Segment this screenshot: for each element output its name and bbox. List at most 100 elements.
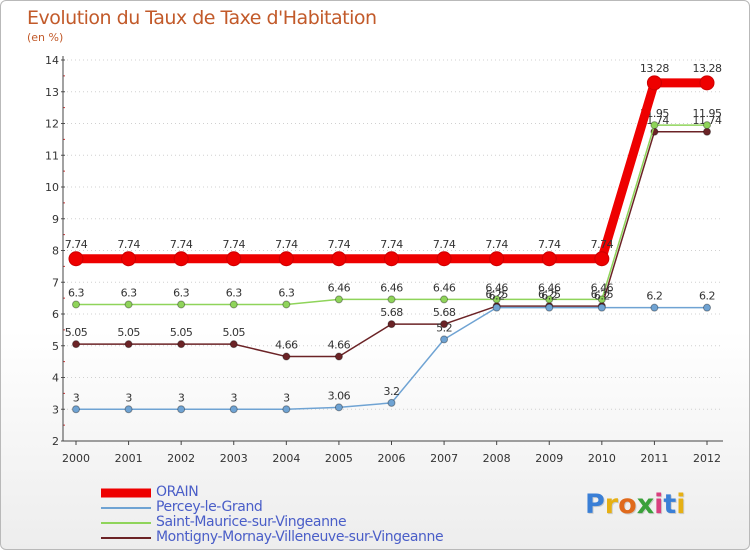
data-point-percey-le-grand	[387, 398, 396, 407]
data-label-montigny-mornay-villeneuve-sur-vingeanne: 5.05	[65, 326, 88, 339]
y-tick-label: 4	[52, 372, 59, 385]
y-tick-label: 13	[45, 86, 59, 99]
x-tick-label: 2010	[588, 452, 616, 465]
data-label-percey-le-grand: 3	[73, 391, 80, 404]
data-label-percey-le-grand: 3	[231, 391, 238, 404]
data-label-percey-le-grand: 3	[178, 391, 185, 404]
data-label-orain: 7.74	[117, 238, 140, 251]
logo-letter: i	[676, 489, 686, 520]
data-label-saint-maurice-sur-vingeanne: 6.46	[538, 281, 561, 294]
data-point-orain	[226, 251, 242, 267]
data-point-saint-maurice-sur-vingeanne	[545, 295, 554, 304]
y-tick-label: 12	[45, 118, 59, 131]
data-point-percey-le-grand	[72, 405, 80, 414]
proxiti-logo: Proxiti	[585, 489, 686, 520]
data-point-montigny-mornay-villeneuve-sur-vingeanne	[334, 352, 343, 361]
legend-label: Montigny-Mornay-Villeneuve-sur-Vingeanne	[156, 529, 444, 545]
data-point-percey-le-grand	[282, 405, 291, 414]
y-tick-label: 5	[52, 340, 59, 353]
data-label-saint-maurice-sur-vingeanne: 6.46	[380, 281, 403, 294]
y-tick-label: 10	[45, 181, 59, 194]
x-tick-label: 2006	[378, 452, 406, 465]
data-label-montigny-mornay-villeneuve-sur-vingeanne: 5.05	[223, 326, 246, 339]
data-label-percey-le-grand: 5.2	[436, 321, 452, 334]
logo-letter: P	[585, 489, 605, 520]
data-label-saint-maurice-sur-vingeanne: 6.3	[278, 286, 294, 299]
x-tick-label: 2012	[693, 452, 721, 465]
data-label-montigny-mornay-villeneuve-sur-vingeanne: 6.25	[591, 288, 614, 301]
chart-title: Evolution du Taux de Taxe d'Habitation	[27, 7, 377, 29]
data-label-saint-maurice-sur-vingeanne: 6.3	[121, 286, 137, 299]
data-point-saint-maurice-sur-vingeanne	[492, 295, 501, 304]
data-point-percey-le-grand	[492, 303, 501, 312]
data-point-orain	[594, 251, 610, 267]
y-tick-label: 6	[52, 308, 59, 321]
data-point-saint-maurice-sur-vingeanne	[650, 121, 659, 130]
data-label-orain: 7.74	[433, 238, 456, 251]
legend-swatch	[101, 506, 151, 509]
legend-swatch	[101, 521, 151, 524]
data-point-saint-maurice-sur-vingeanne	[229, 300, 238, 309]
data-point-orain	[699, 75, 715, 91]
data-label-orain: 7.74	[485, 238, 508, 251]
x-tick-label: 2002	[167, 452, 195, 465]
legend-swatch	[101, 536, 151, 539]
logo-letter: i	[654, 489, 664, 520]
data-label-montigny-mornay-villeneuve-sur-vingeanne: 11.74	[693, 114, 722, 127]
data-label-percey-le-grand: 6.2	[699, 290, 715, 303]
data-point-saint-maurice-sur-vingeanne	[440, 295, 449, 304]
x-tick-label: 2008	[483, 452, 511, 465]
data-point-percey-le-grand	[545, 303, 554, 312]
legend-label: Percey-le-Grand	[156, 499, 263, 515]
data-point-montigny-mornay-villeneuve-sur-vingeanne	[440, 320, 449, 329]
data-point-orain	[68, 251, 84, 267]
data-point-orain	[121, 251, 137, 267]
logo-letter: o	[618, 489, 637, 520]
logo-letter: x	[636, 489, 655, 520]
data-label-montigny-mornay-villeneuve-sur-vingeanne: 5.05	[117, 326, 140, 339]
data-label-saint-maurice-sur-vingeanne: 6.46	[433, 281, 456, 294]
data-label-orain: 7.74	[328, 238, 351, 251]
data-point-percey-le-grand	[703, 303, 711, 312]
legend-swatch	[101, 488, 151, 497]
logo-letter: r	[604, 489, 619, 520]
x-tick-label: 2011	[640, 452, 668, 465]
data-point-saint-maurice-sur-vingeanne	[703, 121, 711, 130]
data-label-percey-le-grand: 3	[125, 391, 132, 404]
data-label-saint-maurice-sur-vingeanne: 6.46	[485, 281, 508, 294]
data-label-orain: 7.74	[170, 238, 193, 251]
data-point-saint-maurice-sur-vingeanne	[387, 295, 396, 304]
data-label-percey-le-grand: 3	[283, 391, 290, 404]
data-point-orain	[278, 251, 294, 267]
x-tick-label: 2001	[115, 452, 143, 465]
data-label-montigny-mornay-villeneuve-sur-vingeanne: 5.05	[170, 326, 193, 339]
data-label-orain: 7.74	[538, 238, 561, 251]
data-label-montigny-mornay-villeneuve-sur-vingeanne: 4.66	[328, 339, 351, 352]
x-tick-label: 2000	[62, 452, 90, 465]
data-label-saint-maurice-sur-vingeanne: 6.46	[328, 281, 351, 294]
data-label-percey-le-grand: 6.2	[646, 290, 662, 303]
y-tick-label: 7	[52, 276, 59, 289]
data-point-montigny-mornay-villeneuve-sur-vingeanne	[124, 340, 133, 349]
data-label-percey-le-grand: 6.2	[541, 290, 557, 303]
data-point-montigny-mornay-villeneuve-sur-vingeanne	[229, 340, 238, 349]
data-label-saint-maurice-sur-vingeanne: 6.3	[68, 286, 84, 299]
data-point-orain	[436, 251, 452, 267]
x-tick-label: 2003	[220, 452, 248, 465]
data-label-saint-maurice-sur-vingeanne: 11.95	[693, 107, 722, 120]
data-point-orain	[384, 251, 399, 267]
data-label-orain: 7.74	[65, 238, 88, 251]
legend-label: ORAIN	[156, 484, 199, 500]
data-label-percey-le-grand: 3.2	[384, 385, 400, 398]
data-point-montigny-mornay-villeneuve-sur-vingeanne	[282, 352, 291, 361]
legend-label: Saint-Maurice-sur-Vingeanne	[156, 514, 347, 530]
y-tick-label: 11	[45, 149, 59, 162]
data-point-percey-le-grand	[124, 405, 133, 414]
data-label-percey-le-grand: 3.06	[328, 389, 351, 402]
data-label-percey-le-grand: 6.2	[594, 290, 610, 303]
y-tick-label: 14	[45, 54, 59, 67]
data-point-orain	[541, 251, 557, 267]
data-label-orain: 7.74	[380, 238, 403, 251]
